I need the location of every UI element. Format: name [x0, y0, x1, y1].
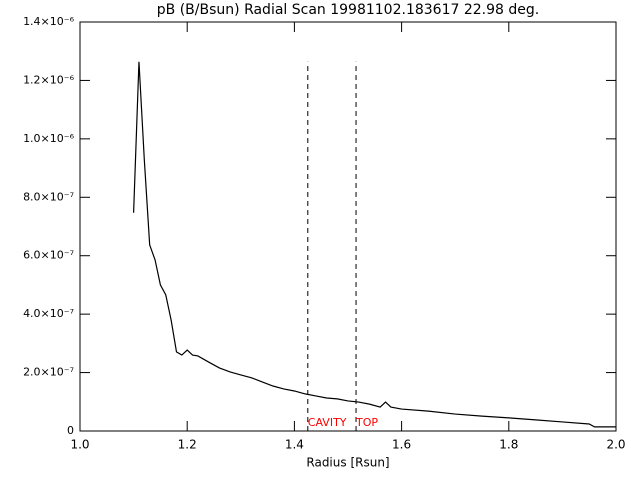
y-tick-label: 1.4×10⁻⁶: [23, 15, 75, 28]
x-tick-label: 1.8: [499, 438, 518, 452]
y-tick-label: 6.0×10⁻⁷: [23, 249, 74, 262]
marker-label: TOP: [355, 416, 378, 429]
y-tick-label: 4.0×10⁻⁷: [23, 307, 74, 320]
x-tick-label: 1.0: [70, 438, 89, 452]
y-tick-label: 1.2×10⁻⁶: [23, 73, 75, 86]
x-tick-label: 1.4: [285, 438, 304, 452]
y-tick-label: 0: [67, 424, 74, 437]
x-axis-label: Radius [Rsun]: [306, 456, 389, 470]
x-tick-label: 2.0: [606, 438, 625, 452]
x-tick-label: 1.6: [392, 438, 411, 452]
y-tick-label: 2.0×10⁻⁷: [23, 366, 74, 379]
plot-frame: [79, 21, 617, 432]
chart-title: pB (B/Bsun) Radial Scan 19981102.183617 …: [157, 2, 539, 18]
data-line: [133, 61, 616, 428]
y-tick-label: 1.0×10⁻⁶: [23, 132, 75, 145]
y-tick-label: 8.0×10⁻⁷: [23, 190, 74, 203]
marker-label: CAVITY: [308, 416, 347, 429]
x-tick-label: 1.2: [178, 438, 197, 452]
